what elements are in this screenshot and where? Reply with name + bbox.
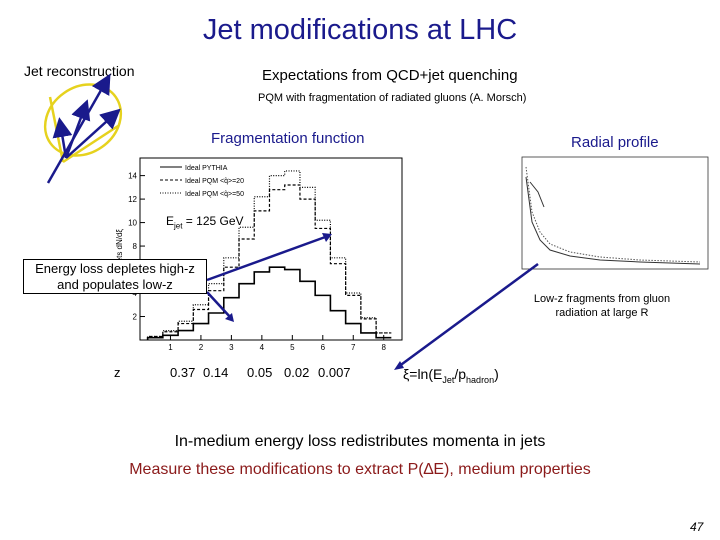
jet-arrows	[46, 73, 121, 184]
x-tick-label: 4	[260, 343, 265, 352]
measure-symbol: ∆E	[423, 461, 445, 478]
high-z-arrow	[206, 234, 329, 282]
z-value: 0.14	[203, 365, 229, 380]
xi-text: )	[494, 366, 499, 382]
low-z-text: Low-z fragments from gluon	[533, 293, 671, 305]
x-tick-label: 6	[321, 343, 326, 352]
low-z-gluon-arrow	[397, 262, 539, 369]
series-line	[146, 266, 392, 340]
y-tick-label: 10	[128, 219, 137, 228]
measure-prefix: Measure these modifications to extract P…	[129, 461, 424, 478]
jet-energy-value: = 125 GeV	[182, 214, 244, 228]
z-label: z	[114, 365, 121, 380]
measure-text: Measure these modifications to extract P…	[0, 461, 720, 479]
y-tick-label: 14	[128, 172, 137, 181]
radial-plot-frame	[521, 156, 709, 270]
axis-ticks: 123456782468101214	[128, 172, 386, 352]
page-number: 47	[690, 520, 704, 534]
energy-loss-text: Energy loss depletes high-z	[35, 261, 195, 276]
xi-definition: ξ=ln(EJet/phadron)	[403, 366, 499, 385]
radial-curve	[529, 181, 545, 208]
jet-energy-label: Ejet = 125 GeV	[166, 214, 244, 230]
low-z-annotation: Low-z fragments from gluon radiation at …	[512, 292, 692, 320]
xi-subscript: hadron	[466, 374, 495, 385]
low-z-text: radiation at large R	[555, 307, 649, 319]
y-tick-label: 12	[128, 195, 137, 204]
expectations-label: Expectations from QCD+jet quenching	[262, 67, 518, 84]
x-tick-label: 2	[199, 343, 204, 352]
y-axis-label: 1/N_jets dN/dξ	[115, 229, 124, 281]
x-tick-label: 5	[290, 343, 295, 352]
xi-subscript: Jet	[442, 374, 455, 385]
legend-entry: Ideal PQM <q̂>=50	[185, 191, 244, 198]
z-value: 0.007	[318, 365, 351, 380]
x-tick-label: 3	[229, 343, 234, 352]
plot-frame	[139, 157, 403, 341]
series-line	[147, 170, 392, 340]
legend-entry: Ideal PYTHIA	[185, 165, 228, 172]
energy-loss-text: and populates low-z	[57, 277, 173, 292]
radial-curve	[525, 166, 701, 263]
x-tick-label: 7	[351, 343, 356, 352]
jet-energy-symbol: E	[166, 214, 175, 228]
energy-loss-box: Energy loss depletes high-z and populate…	[23, 259, 207, 294]
fragmentation-chart: 123456782468101214 Ideal PYTHIA Ideal PQ…	[115, 157, 403, 352]
legend-entry: Ideal PQM <q̂>=20	[185, 178, 244, 185]
radial-profile-chart	[521, 156, 709, 270]
x-tick-label: 8	[381, 343, 386, 352]
series-lines	[146, 170, 392, 340]
series-line	[147, 184, 392, 340]
pqm-label: PQM with fragmentation of radiated gluon…	[258, 92, 527, 104]
conclusion-text: In-medium energy loss redistributes mome…	[174, 433, 546, 450]
radial-curve	[525, 176, 701, 265]
y-tick-label: 2	[133, 313, 138, 322]
xi-text: /p	[454, 366, 467, 382]
fragmentation-function-label: Fragmentation function	[211, 130, 365, 147]
radial-profile-label: Radial profile	[571, 134, 659, 151]
jet-energy-subscript: jet	[174, 221, 183, 231]
z-value: 0.37	[170, 365, 196, 380]
x-tick-label: 1	[168, 343, 173, 352]
slide-title: Jet modifications at LHC	[202, 14, 518, 46]
low-z-arrow	[206, 291, 232, 319]
y-tick-label: 8	[133, 242, 138, 251]
z-value: 0.05	[247, 365, 273, 380]
z-value: 0.02	[284, 365, 310, 380]
measure-suffix: ), medium properties	[444, 461, 591, 478]
xi-text: ξ=ln(E	[403, 366, 443, 382]
legend: Ideal PYTHIA Ideal PQM <q̂>=20 Ideal PQM…	[160, 165, 244, 198]
